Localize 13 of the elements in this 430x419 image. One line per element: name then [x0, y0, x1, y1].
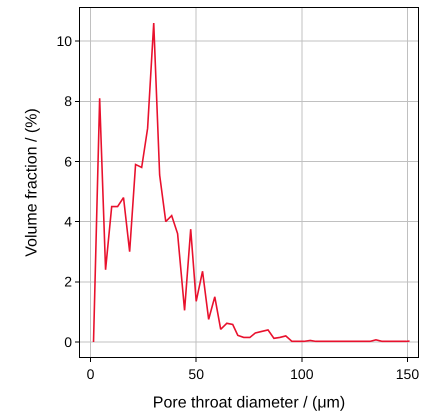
y-axis-title: Volume fraction / (%)	[23, 108, 40, 257]
x-axis-title: Pore throat diameter / (μm)	[152, 394, 346, 412]
y-tick-label: 6	[64, 153, 72, 170]
y-tick-label: 4	[64, 214, 72, 230]
line-series	[92, 22, 410, 343]
y-tick-label: 0	[64, 334, 72, 350]
y-tick-label: 8	[64, 93, 72, 110]
x-tick-label: 100	[290, 366, 314, 382]
y-tick-label: 10	[56, 32, 72, 49]
x-tick-label: 50	[188, 366, 204, 382]
y-tick-label: 2	[64, 274, 72, 290]
x-tick-label: 0	[86, 366, 95, 382]
x-tick-label: 150	[396, 366, 420, 382]
